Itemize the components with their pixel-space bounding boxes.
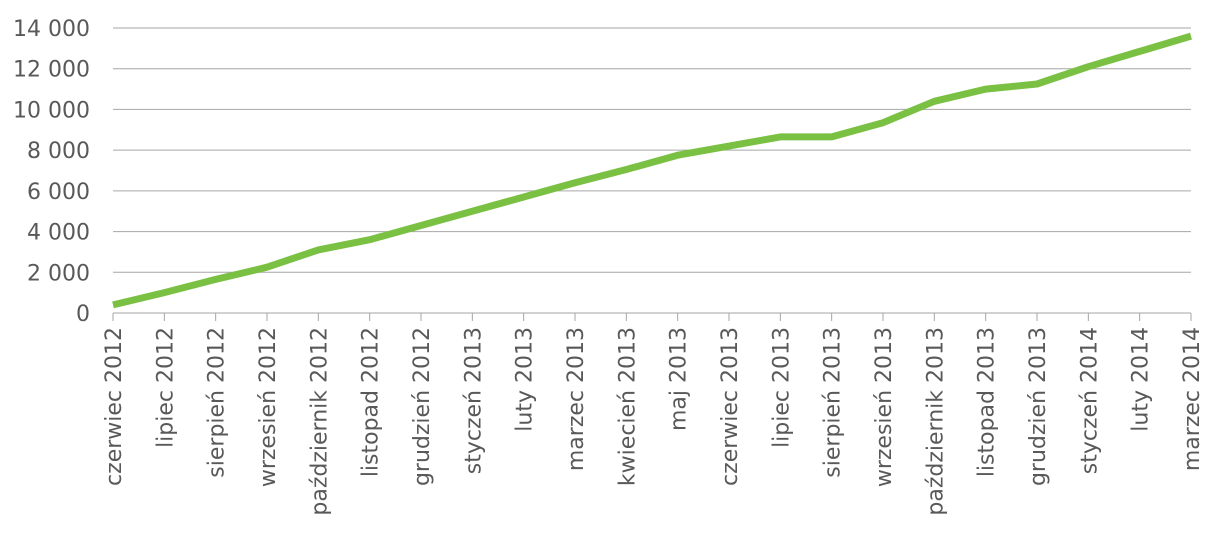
- y-tick-label: 0: [76, 302, 90, 327]
- x-tick-label: wrzesień 2012: [256, 327, 281, 487]
- x-tick-label: listopad 2012: [359, 327, 384, 477]
- series-line: [112, 32, 1193, 309]
- x-tick-label: luty 2014: [1129, 327, 1154, 432]
- x-tick-label: sierpień 2012: [205, 327, 230, 478]
- x-tick-label: listopad 2013: [975, 327, 1000, 477]
- x-tick-label: lipiec 2012: [153, 327, 178, 448]
- x-tick-label: październik 2012: [307, 327, 332, 516]
- x-tick-label: grudzień 2013: [1026, 327, 1051, 486]
- x-tick-label: styczeń 2013: [461, 327, 486, 474]
- gridlines: [113, 27, 1191, 273]
- x-tick-label: marzec 2014: [1180, 327, 1205, 471]
- y-tick-label: 2 000: [27, 261, 90, 286]
- y-tick-label: 8 000: [27, 139, 90, 164]
- x-axis: [112, 312, 1192, 321]
- x-tick-label: maj 2013: [667, 327, 692, 431]
- y-tick-label: 12 000: [13, 58, 90, 83]
- x-tick-label: czerwiec 2012: [102, 327, 127, 486]
- x-tick-label: luty 2013: [513, 327, 538, 432]
- x-tick-label: czerwiec 2013: [718, 327, 743, 486]
- x-tick-label: styczeń 2014: [1077, 327, 1102, 474]
- x-tick-label: grudzień 2012: [410, 327, 435, 486]
- x-tick-label: marzec 2013: [564, 327, 589, 471]
- series-group: [112, 32, 1193, 309]
- y-tick-label: 4 000: [27, 221, 90, 246]
- y-tick-label: 14 000: [13, 17, 90, 42]
- x-tick-label: lipiec 2013: [769, 327, 794, 448]
- x-axis-tick-labels: czerwiec 2012 lipiec 2012 sierpień 2012 wrz…: [102, 327, 1205, 516]
- y-tick-label: 10 000: [13, 98, 90, 123]
- x-tick-label: wrzesień 2013: [872, 327, 897, 487]
- y-tick-label: 6 000: [27, 180, 90, 205]
- x-tick-label: kwiecień 2013: [615, 327, 640, 486]
- y-axis-tick-labels: 0 2 000 4 000 6 000 8 000 10 000 12 000 14 000: [13, 17, 90, 327]
- x-tick-label: sierpień 2013: [821, 327, 846, 478]
- x-tick-label: październik 2013: [923, 327, 948, 516]
